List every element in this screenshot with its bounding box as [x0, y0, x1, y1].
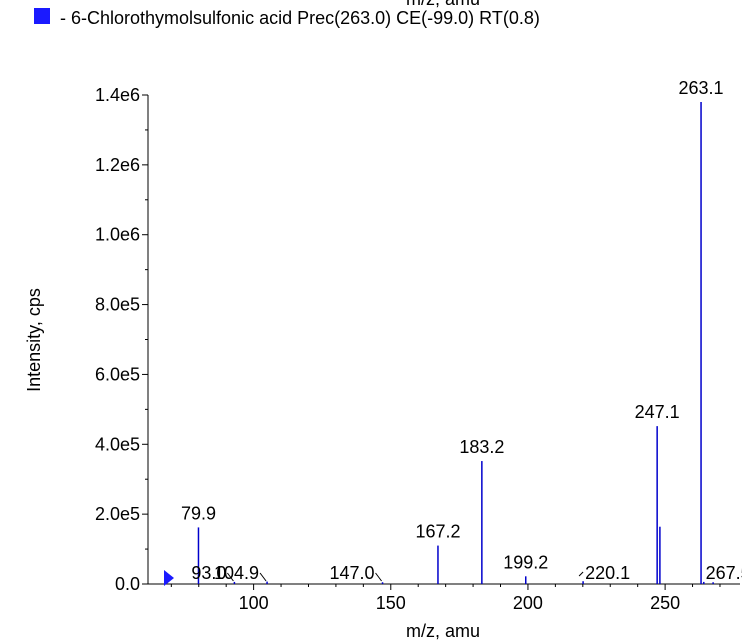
peak-label-leader: [259, 572, 267, 582]
peak-label-leader: [578, 571, 584, 577]
x-tick-label: 150: [376, 593, 406, 613]
y-tick-label: 1.2e6: [95, 155, 140, 175]
peak-label: 263.1: [679, 78, 724, 98]
y-tick-label: 4.0e5: [95, 434, 140, 454]
y-tick-label: 1.4e6: [95, 85, 140, 105]
peak-label: 167.2: [415, 522, 460, 542]
peak-label: 220.1: [585, 563, 630, 583]
y-axis-title: Intensity, cps: [24, 288, 44, 392]
y-tick-label: 1.0e6: [95, 225, 140, 245]
x-axis-ticks: 100 150 200 250: [170, 584, 721, 613]
peak-label: 183.2: [459, 437, 504, 457]
peak-label: 247.1: [635, 402, 680, 422]
y-axis-ticks: 0.0 2.0e5 4.0e5 6.0e5 8.0e5 1.0e6 1.2e6 1.4e6: [95, 85, 148, 594]
y-tick-label: 8.0e5: [95, 295, 140, 315]
peak-label: 147.0: [330, 563, 375, 583]
peak-label-leader: [375, 572, 382, 582]
y-tick-label: 6.0e5: [95, 364, 140, 384]
cut-off-axis-title: m/z, amu: [406, 0, 480, 9]
peak-label: 93.0: [191, 563, 226, 583]
peak-label: 199.2: [503, 552, 548, 572]
x-tick-label: 200: [513, 593, 543, 613]
legend-swatch: [34, 8, 50, 24]
legend-label: - 6-Chlorothymolsulfonic acid Prec(263.0…: [60, 8, 540, 28]
peak-label: 267.5: [706, 563, 742, 583]
spectrum-peaks: [197, 101, 714, 584]
y-tick-label: 0.0: [115, 574, 140, 594]
x-tick-label: 100: [239, 593, 269, 613]
peak-label: 79.9: [181, 503, 216, 523]
x-axis-title: m/z, amu: [406, 621, 480, 641]
peak-label-leader: [227, 572, 234, 582]
x-tick-label: 250: [650, 593, 680, 613]
y-tick-label: 2.0e5: [95, 504, 140, 524]
baseline-marker-icon: [164, 570, 174, 586]
peak-label: 104.9: [214, 563, 259, 583]
